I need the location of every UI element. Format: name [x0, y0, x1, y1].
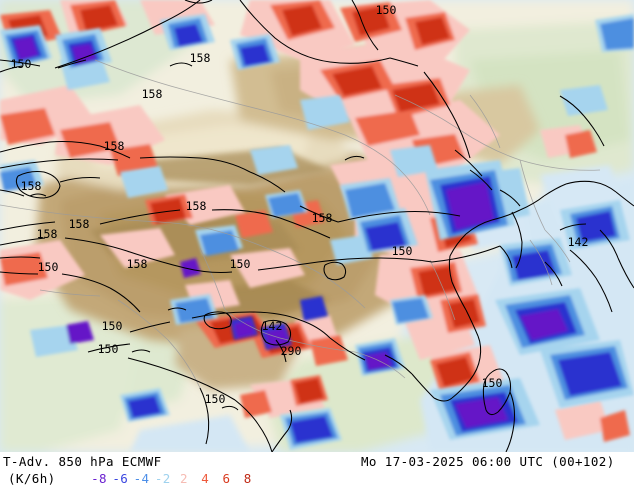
- contour-label: 158: [37, 227, 58, 241]
- contour-label: 150: [392, 244, 413, 258]
- color-scale-tick-4: 4: [201, 471, 210, 486]
- color-scale-tick-8: 8: [243, 471, 252, 486]
- color-scale-tick-2: 2: [180, 471, 188, 486]
- contour-label: 150: [205, 392, 226, 406]
- color-scale-tick-minus4: -4: [133, 471, 150, 486]
- coastline-layer: [0, 0, 634, 452]
- contour-label: 158: [142, 87, 163, 101]
- contour-label: 150: [11, 57, 32, 71]
- contour-label: 142: [568, 235, 589, 249]
- contour-label: 290: [281, 344, 302, 358]
- map-canvas[interactable]: 150 158 158 158 150 158 158 158 158 158 158 150 150 1…: [0, 0, 634, 452]
- contour-label: 150: [102, 319, 123, 333]
- contour-label: 150: [98, 342, 119, 356]
- map-title: T-Adv. 850 hPa ECMWF: [3, 454, 162, 469]
- color-scale-tick-minus2: -2: [154, 471, 171, 486]
- footer-bar: T-Adv. 850 hPa ECMWF (K/6h) Mo 17-03-202…: [0, 452, 634, 490]
- contour-label: 150: [482, 376, 503, 390]
- contour-label: 158: [186, 199, 207, 213]
- color-scale-legend[interactable]: -8 -6 -4 -2 2 4 6 8: [88, 471, 258, 487]
- contour-label-group: 150 158 158 158 150 158 158 158 158 158 158 150 150 1…: [11, 3, 589, 406]
- color-scale-tick-6: 6: [222, 471, 231, 486]
- valid-time-label: Mo 17-03-2025 06:00 UTC (00+102): [361, 454, 615, 469]
- contour-label: 158: [127, 257, 148, 271]
- contour-label: 158: [190, 51, 211, 65]
- contour-label: 158: [69, 217, 90, 231]
- units-label: (K/6h): [8, 471, 56, 486]
- contour-label: 150: [376, 3, 397, 17]
- contour-label: 158: [104, 139, 125, 153]
- color-scale-tick-minus6: -6: [112, 471, 129, 486]
- contour-label: 158: [312, 211, 333, 225]
- cold-advection-layer: [0, 14, 634, 450]
- contour-label: 142: [262, 319, 283, 333]
- contour-label: 150: [38, 260, 59, 274]
- contour-label: 158: [21, 179, 42, 193]
- contour-label: 150: [230, 257, 251, 271]
- weather-map[interactable]: 150 158 158 158 150 158 158 158 158 158 158 150 150 1…: [0, 0, 634, 452]
- color-scale-tick-minus8: -8: [91, 471, 107, 486]
